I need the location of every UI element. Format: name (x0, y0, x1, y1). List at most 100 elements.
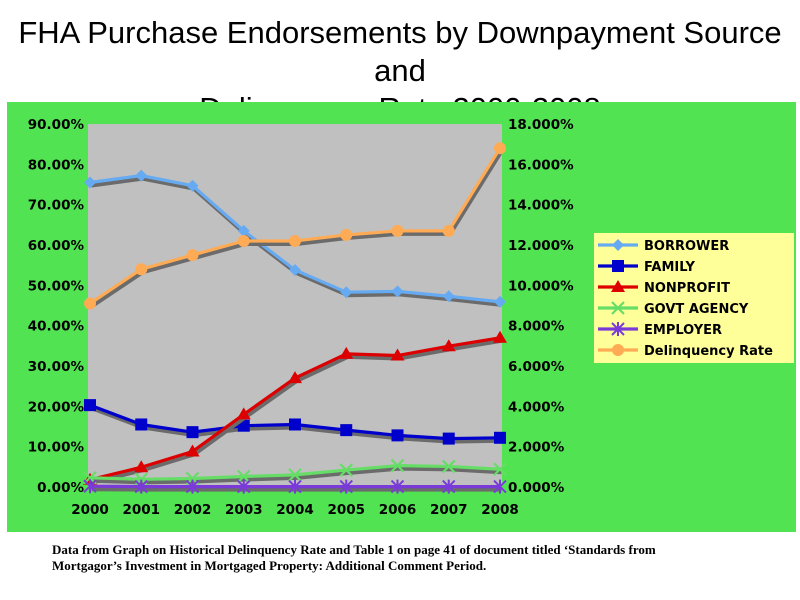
series-family (84, 399, 506, 445)
data-point (391, 285, 404, 298)
series-employer (83, 479, 507, 494)
legend-label: BORROWER (644, 239, 729, 254)
y-left-tick-label: 40.00% (28, 319, 85, 335)
data-point (390, 348, 405, 361)
marker-stroke (441, 459, 456, 474)
legend-marker (612, 260, 624, 272)
y-right-tick-label: 12.000% (508, 238, 574, 254)
legend-marker (612, 344, 624, 356)
y-right-tick-label: 0.000% (508, 480, 565, 496)
y-left-tick-label: 80.00% (28, 157, 85, 173)
data-point (237, 234, 250, 247)
legend-item: GOVT AGENCY (598, 301, 749, 317)
data-point (288, 468, 302, 482)
source-footnote: Data from Graph on Historical Delinquenc… (52, 542, 792, 574)
footnote-line-2: Mortgagor’s Investment in Mortgaged Prop… (52, 558, 487, 573)
y-right-tick-label: 4.000% (508, 399, 565, 415)
marker-stroke (185, 479, 200, 494)
data-point (135, 263, 148, 276)
data-point (289, 418, 301, 431)
series-govt-agency (83, 458, 507, 487)
legend-marker (611, 322, 625, 336)
data-point (493, 462, 507, 477)
data-point (339, 463, 354, 477)
data-point (339, 346, 354, 359)
marker-stroke (493, 462, 507, 477)
marker-stroke (611, 301, 625, 315)
marker-stroke (390, 458, 405, 473)
data-point (288, 479, 302, 494)
data-point (339, 479, 353, 494)
legend-label: EMPLOYER (644, 323, 722, 338)
data-point (441, 459, 456, 474)
y-left-tick-label: 20.00% (28, 399, 85, 415)
marker-stroke (611, 322, 625, 336)
data-point (237, 479, 251, 494)
x-tick-label: 2008 (481, 502, 519, 518)
data-point (340, 228, 353, 241)
data-point (84, 176, 96, 189)
data-point (185, 444, 200, 457)
data-point (289, 264, 301, 277)
legend-item: NONPROFIT (598, 280, 730, 296)
legend-label: FAMILY (644, 260, 695, 275)
y-right-tick-label: 18.000% (508, 117, 574, 133)
data-point (84, 399, 96, 412)
marker-stroke (390, 479, 405, 494)
marker-stroke (493, 479, 507, 494)
legend-label: NONPROFIT (644, 281, 730, 296)
legend-marker (612, 239, 624, 251)
marker-stroke (288, 468, 302, 482)
y-left-tick-label: 10.00% (28, 440, 85, 456)
title-line-1: FHA Purchase Endorsements by Downpayment… (18, 15, 782, 88)
y-left-tick-label: 70.00% (28, 198, 85, 214)
data-point (390, 479, 405, 494)
data-point (289, 234, 301, 247)
data-point (185, 479, 200, 494)
legend-box (594, 233, 794, 363)
data-point (494, 142, 506, 155)
marker-stroke (339, 479, 353, 494)
marker-stroke (339, 463, 354, 477)
data-point (236, 407, 251, 420)
data-point (493, 479, 507, 494)
data-point (391, 224, 404, 237)
series-delinquency-rate (84, 142, 506, 310)
legend-label: GOVT AGENCY (644, 302, 749, 317)
data-point (442, 290, 455, 303)
data-point (135, 169, 148, 182)
data-point (83, 479, 97, 494)
x-tick-label: 2006 (379, 502, 417, 518)
x-tick-label: 2001 (122, 502, 160, 518)
chart-panel: 0.00% 10.00% 20.00% 30.00% 40.00% 50.00% 60.00… (7, 102, 796, 532)
data-point (340, 286, 353, 299)
data-point (493, 330, 507, 343)
marker-stroke (288, 479, 302, 494)
y-right-tick-label: 10.000% (508, 278, 574, 294)
data-point (494, 431, 506, 444)
x-tick-label: 2007 (430, 502, 468, 518)
marker-stroke (237, 479, 251, 494)
data-point (340, 424, 353, 437)
data-point (494, 295, 506, 308)
data-point (186, 179, 199, 192)
x-tick-label: 2002 (174, 502, 212, 518)
y-right-tick-label: 16.000% (508, 157, 574, 173)
legend-item: Delinquency Rate (598, 344, 773, 359)
data-point (135, 418, 148, 431)
legend-item: EMPLOYER (598, 322, 722, 338)
y-left-tick-label: 30.00% (28, 359, 85, 375)
y-right-tick-label: 8.000% (508, 319, 565, 335)
data-point (134, 479, 148, 494)
data-point (186, 249, 199, 262)
legend-label: Delinquency Rate (644, 344, 773, 359)
data-point (288, 371, 302, 384)
data-point (134, 460, 149, 473)
marker-stroke (83, 479, 97, 494)
legend-item: BORROWER (598, 239, 729, 254)
marker-stroke (236, 469, 251, 484)
series-borrower (84, 169, 506, 308)
legend-marker (611, 280, 625, 292)
y-right-tick-label: 6.000% (508, 359, 565, 375)
y-left-tick-label: 50.00% (28, 278, 85, 294)
